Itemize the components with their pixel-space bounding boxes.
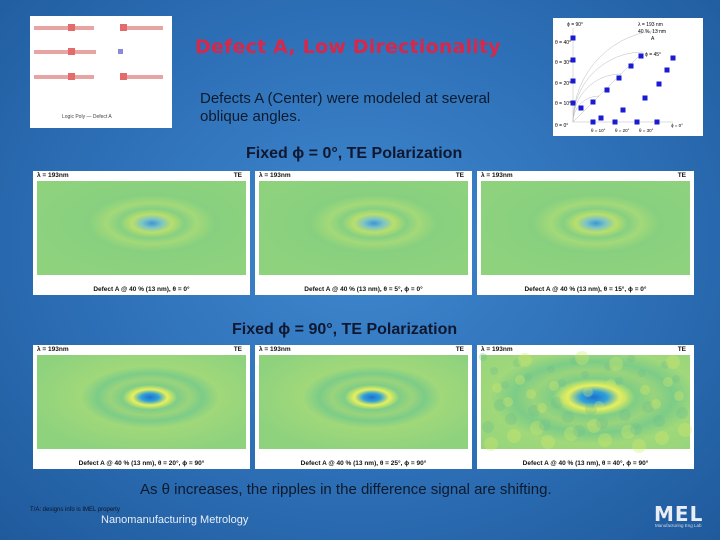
polar-marker [612,119,618,125]
field-panel: λ = 193nm TE Defect A @ 40 % (13 nm), θ … [255,171,472,295]
polar-markers [570,35,676,125]
logo-subtext: Manufacturing Eng Lab [655,523,702,528]
poly-pad [68,73,75,80]
field-panel: λ = 193nm TE Defect A @ 40 % (13 nm), θ … [255,345,472,469]
polar-marker [590,99,596,105]
schematic-caption: Logic Poly — Defect A [62,114,112,120]
bottom-theta-label: θ = 30° [639,128,654,133]
poly-pad [120,24,127,31]
bottom-theta-label: θ = 10° [591,128,606,133]
panel-caption: Defect A @ 40 % (13 nm), θ = 25°, ϕ = 90… [300,460,427,467]
mel-logo: MEL Manufacturing Eng Lab [654,502,706,532]
panel-caption: Defect A @ 40 % (13 nm), θ = 5°, ϕ = 0° [304,286,423,293]
polar-marker [570,57,576,63]
field-panel: λ = 193nm TE Defect A @ 40 % (13 nm), θ … [33,345,250,469]
polar-legend-line: 40 %, 13 nm [638,29,666,35]
defect-schematic: Logic Poly — Defect A [30,16,172,128]
polar-marker [570,35,576,41]
field-image [37,181,246,275]
polar-marker [620,107,626,113]
panel-mode: TE [677,172,686,179]
theta-label: θ = 10° [555,101,571,107]
polar-legend-line: λ = 193 nm [638,22,663,28]
panel-wavelength: λ = 193nm [37,172,69,179]
polar-marker [616,75,622,81]
bottom-theta-label: θ = 20° [615,128,630,133]
polar-marker [570,78,576,84]
panel-wavelength: λ = 193nm [481,346,513,353]
field-panel: λ = 193nm TE Defect A @ 40 % (13 nm), θ … [477,345,694,469]
footnote: T/A: designs info is IMEL property [30,507,120,513]
panel-caption: Defect A @ 40 % (13 nm), θ = 20°, ϕ = 90… [78,460,205,467]
field-image [259,355,468,449]
field-image [479,351,692,453]
poly-pad [68,24,75,31]
phi-top-label: ϕ = 90° [567,22,583,28]
panel-wavelength: λ = 193nm [37,346,69,353]
poly-line [34,26,94,30]
poly-line [34,50,96,54]
polar-marker [670,55,676,61]
panel-caption: Defect A @ 40 % (13 nm), θ = 15°, ϕ = 0° [524,286,647,293]
angle-polar-plot: θ = 40° θ = 30° θ = 20° θ = 10° θ = 0° ϕ… [553,18,703,136]
panel-wavelength: λ = 193nm [259,172,291,179]
poly-pad [68,48,75,55]
polar-marker [598,115,604,121]
poly-line [125,75,163,79]
phi-zero-label: ϕ = 0° [671,123,683,128]
panel-mode: TE [233,346,242,353]
row1-title: Fixed ϕ = 0°, TE Polarization [246,145,463,162]
field-image [37,355,246,449]
polar-marker [628,63,634,69]
theta-label: θ = 20° [555,81,571,87]
phi-mid-label: ϕ = 45° [645,52,661,58]
polar-marker [578,105,584,111]
footer-text: Nanomanufacturing Metrology [101,514,249,526]
slide-subtitle: Defects A (Center) were modeled at sever… [200,90,491,125]
polar-marker [656,81,662,87]
poly-line [125,26,163,30]
polar-marker [654,119,660,125]
field-panel: λ = 193nm TE Defect A @ 40 % (13 nm), θ … [477,171,694,295]
theta-label: θ = 0° [555,123,568,129]
slide-title: Defect A, Low Directionality [195,36,501,58]
poly-pad [120,73,127,80]
theta-label: θ = 30° [555,60,571,66]
field-image [481,181,690,275]
polar-marker [604,87,610,93]
panel-wavelength: λ = 193nm [259,346,291,353]
polar-marker [570,100,576,106]
polar-marker [638,53,644,59]
field-image [259,181,468,275]
polar-legend-line: A [651,36,655,42]
defect-center [118,49,123,54]
panel-mode: TE [455,346,464,353]
polar-plot-graphic: θ = 40° θ = 30° θ = 20° θ = 10° θ = 0° ϕ… [555,22,683,133]
polar-marker [642,95,648,101]
panel-caption: Defect A @ 40 % (13 nm), θ = 40°, ϕ = 90… [522,460,649,467]
panel-caption: Defect A @ 40 % (13 nm), θ = 0° [93,286,190,293]
panel-mode: TE [677,346,686,353]
panel-mode: TE [233,172,242,179]
field-panel: λ = 193nm TE Defect A @ 40 % (13 nm), θ … [33,171,250,295]
row2-title: Fixed ϕ = 90°, TE Polarization [232,321,458,338]
theta-label: θ = 40° [555,40,571,46]
slide-caption: As θ increases, the ripples in the diffe… [140,481,552,498]
panel-mode: TE [455,172,464,179]
poly-line [34,75,94,79]
polar-marker [590,119,596,125]
logo-text: MEL [654,502,704,526]
polar-marker [664,67,670,73]
polar-marker [634,119,640,125]
panel-wavelength: λ = 193nm [481,172,513,179]
